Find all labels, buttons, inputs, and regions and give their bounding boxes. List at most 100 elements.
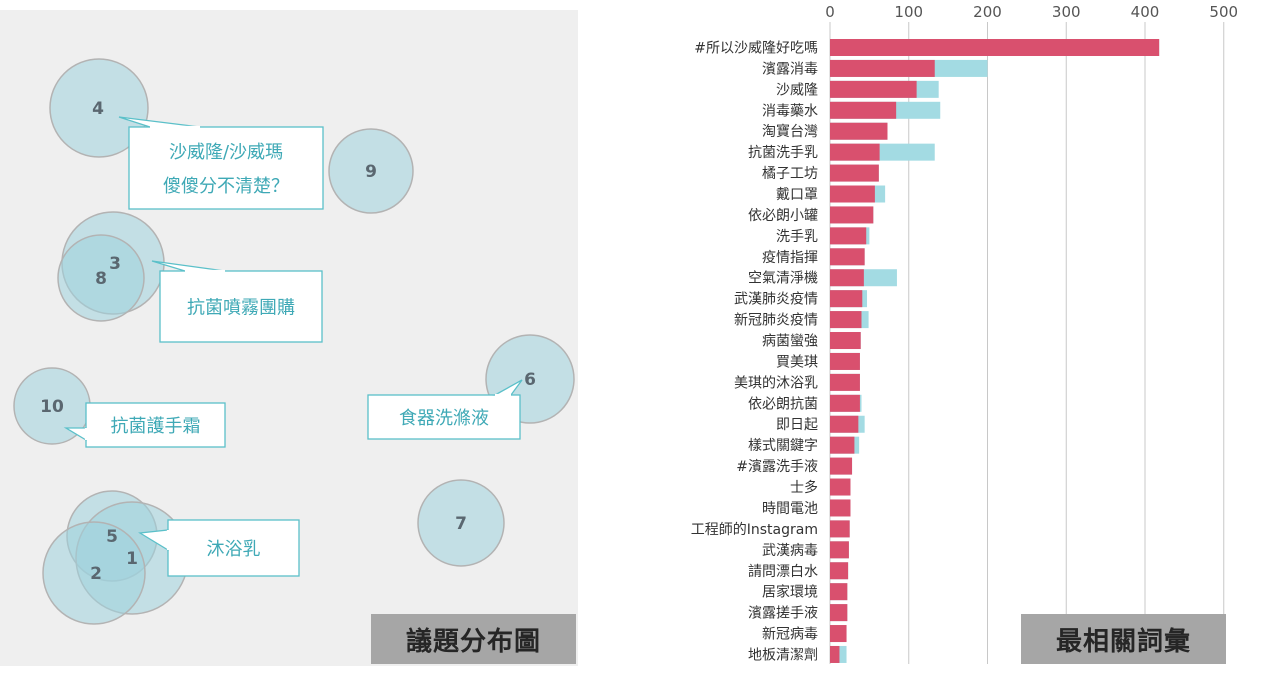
bar-secondary bbox=[830, 248, 865, 266]
bar-primary bbox=[830, 143, 880, 161]
category-label: 地板清潔劑 bbox=[748, 646, 818, 663]
bar-secondary bbox=[830, 39, 1160, 56]
bubble-label-3: 3 bbox=[109, 254, 121, 274]
bar-primary bbox=[830, 415, 859, 433]
chart-title: 最相關詞彙 bbox=[1021, 614, 1226, 664]
bubble-9 bbox=[328, 128, 414, 214]
bar-primary bbox=[830, 394, 860, 412]
category-label: 新冠病毒 bbox=[762, 627, 818, 643]
x-tick-label: 400 bbox=[1131, 3, 1160, 21]
callout-2: 抗菌噴霧團購 bbox=[151, 260, 323, 343]
category-label: 時間電池 bbox=[762, 501, 818, 517]
x-tick-label: 300 bbox=[1052, 3, 1081, 21]
bar-secondary bbox=[830, 583, 848, 601]
category-label: 濱露消毒 bbox=[762, 61, 818, 77]
callout-text: 傻傻分不清楚？ bbox=[163, 176, 289, 197]
bubble-label-7: 7 bbox=[455, 514, 467, 534]
bubble-label-4: 4 bbox=[92, 99, 104, 119]
bar-primary bbox=[830, 562, 849, 580]
bar-secondary bbox=[830, 541, 849, 559]
bar-primary bbox=[830, 541, 849, 559]
callout-4: 食器洗滌液 bbox=[367, 379, 523, 440]
bar-secondary bbox=[830, 562, 849, 580]
bar-primary bbox=[830, 227, 867, 245]
bar-primary bbox=[830, 520, 850, 538]
bubble-label-1: 1 bbox=[126, 549, 138, 569]
x-tick-label: 200 bbox=[973, 3, 1002, 21]
bar-secondary bbox=[830, 478, 851, 496]
callout-text: 沐浴乳 bbox=[207, 539, 261, 560]
category-label: 淘寶台灣 bbox=[762, 124, 818, 140]
category-label: 抗菌洗手乳 bbox=[748, 145, 818, 161]
bar-primary bbox=[830, 269, 864, 287]
bar-primary bbox=[830, 604, 848, 622]
bar-primary bbox=[830, 436, 855, 454]
category-label: 新冠肺炎疫情 bbox=[734, 313, 818, 329]
callout-text: 抗菌噴霧團購 bbox=[187, 298, 295, 319]
category-label: 居家環境 bbox=[762, 584, 818, 601]
bar-secondary bbox=[830, 269, 897, 287]
category-label: 買美琪 bbox=[776, 354, 818, 370]
bar-primary bbox=[830, 499, 851, 517]
bar-primary bbox=[830, 206, 874, 224]
bubble-7 bbox=[417, 479, 505, 567]
bubble-8 bbox=[57, 234, 145, 322]
category-label: 武漢肺炎疫情 bbox=[734, 292, 818, 308]
category-label: 依必朗抗菌 bbox=[748, 396, 818, 412]
bar-primary bbox=[830, 164, 879, 182]
bar-primary bbox=[830, 457, 853, 475]
category-label: 樣式關鍵字 bbox=[748, 437, 818, 454]
bubble-label-5: 5 bbox=[106, 527, 118, 547]
callout-text: 抗菌護手霜 bbox=[111, 416, 201, 437]
bar-secondary bbox=[830, 457, 853, 475]
bar-primary bbox=[830, 101, 897, 119]
bubble-2 bbox=[42, 521, 146, 625]
category-label: 病菌蠻強 bbox=[762, 334, 818, 350]
x-tick-label: 100 bbox=[894, 3, 923, 21]
callout-text: 食器洗滌液 bbox=[399, 408, 489, 429]
bar-secondary bbox=[830, 625, 847, 643]
bar-primary bbox=[830, 185, 875, 203]
bar-secondary bbox=[830, 290, 868, 308]
bar-primary bbox=[830, 478, 851, 496]
bar-secondary bbox=[830, 122, 888, 140]
category-label: 依必朗小罐 bbox=[748, 208, 818, 224]
bar-primary bbox=[830, 59, 935, 77]
category-label: 沙威隆 bbox=[776, 82, 818, 98]
category-label: 戴口罩 bbox=[776, 187, 818, 203]
category-label: 工程師的Instagram bbox=[691, 522, 818, 538]
bar-primary bbox=[830, 248, 865, 266]
left-panel-title: 議題分布圖 bbox=[371, 614, 576, 664]
bar-secondary bbox=[830, 604, 848, 622]
bar-secondary bbox=[830, 164, 879, 182]
category-label: 空氣清淨機 bbox=[748, 271, 818, 287]
bar-primary bbox=[830, 645, 840, 663]
category-label: #所以沙威隆好吃嗎 bbox=[694, 41, 818, 57]
bar-secondary bbox=[830, 227, 870, 245]
bubble-4 bbox=[49, 58, 149, 158]
bar-secondary bbox=[830, 436, 860, 454]
bar-secondary bbox=[830, 185, 886, 203]
category-label: #濱露洗手液 bbox=[736, 459, 818, 475]
bar-primary bbox=[830, 311, 862, 329]
bar-secondary bbox=[830, 59, 988, 77]
bubble-label-8: 8 bbox=[95, 269, 107, 289]
callout-text: 沙威隆/沙威瑪 bbox=[169, 142, 283, 163]
bar-primary bbox=[830, 80, 917, 98]
topic-distribution-panel: 4 9 3 8 10 6 5 1 2 7 沙威隆/沙威瑪 傻傻分不清楚？ 抗菌噴霧團購 抗菌護手霜 食器洗滌… bbox=[0, 10, 578, 666]
category-label: 濱露搓手液 bbox=[748, 606, 818, 622]
bar-secondary bbox=[830, 143, 935, 161]
bar-primary bbox=[830, 39, 1160, 56]
callout-5: 沐浴乳 bbox=[138, 519, 300, 577]
bar-secondary bbox=[830, 415, 865, 433]
bar-primary bbox=[830, 583, 848, 601]
bar-secondary bbox=[830, 311, 869, 329]
bar-secondary bbox=[830, 352, 860, 370]
bubble-label-9: 9 bbox=[365, 162, 377, 182]
callout-3: 抗菌護手霜 bbox=[63, 402, 226, 448]
bar-secondary bbox=[830, 520, 850, 538]
category-label: 請問漂白水 bbox=[748, 564, 818, 580]
bar-secondary bbox=[830, 206, 874, 224]
